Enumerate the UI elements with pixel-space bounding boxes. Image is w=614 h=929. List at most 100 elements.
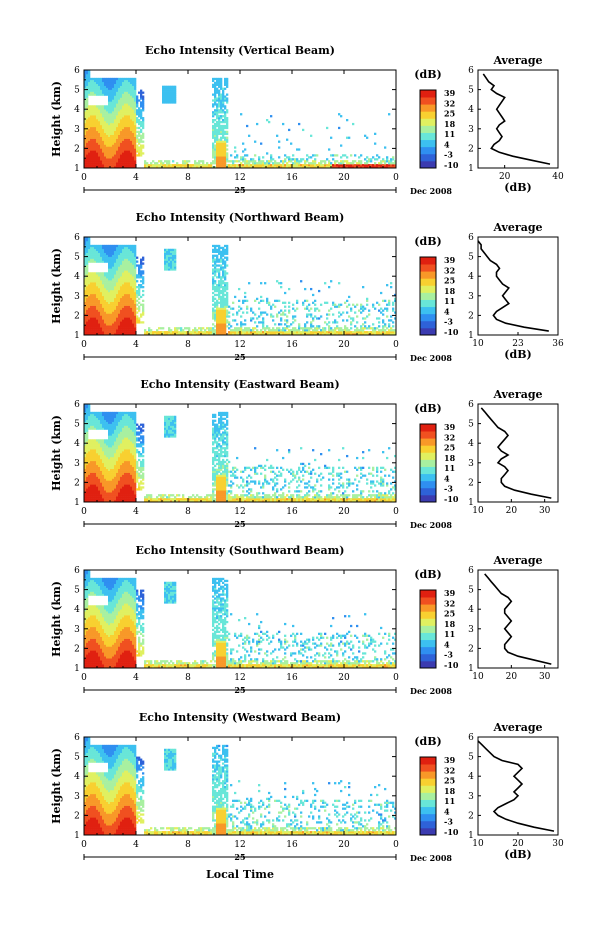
heatmap-cell [84, 134, 87, 137]
heatmap-cell [226, 291, 229, 295]
heatmap-cell [114, 325, 117, 328]
heatmap-cell [114, 329, 117, 332]
heatmap-cell [116, 329, 119, 332]
heatmap-cell [222, 297, 225, 301]
heatmap-cell [132, 309, 135, 312]
heatmap-cell [218, 162, 221, 165]
heatmap-cell [94, 307, 97, 310]
heatmap-cell [128, 83, 131, 86]
heatmap-cell [126, 148, 129, 151]
heatmap-cell [128, 113, 131, 116]
heatmap-cell [124, 274, 127, 277]
heatmap-cell [258, 164, 261, 167]
heatmap-cell [216, 329, 219, 332]
heatmap-cell [112, 276, 115, 279]
heatmap-cell [130, 321, 133, 324]
heatmap-cell [346, 164, 349, 167]
heatmap-cell [104, 258, 107, 261]
heatmap-cell [114, 266, 117, 269]
heatmap-cell [266, 160, 269, 163]
heatmap-cell [92, 482, 95, 485]
average-x-tick-label: 23 [512, 339, 524, 349]
heatmap-cell [98, 126, 101, 130]
heatmap-cell [100, 331, 103, 334]
heatmap-cell [218, 309, 221, 312]
heatmap-cell [84, 327, 87, 330]
heatmap-cell [134, 333, 137, 336]
heatmap-cell [218, 250, 221, 253]
colorbar-tick-label: 32 [444, 98, 455, 108]
heatmap-cell [104, 289, 107, 293]
heatmap-cell [106, 113, 109, 116]
heatmap-cell [228, 331, 231, 334]
heatmap-cell [84, 75, 87, 79]
heatmap-cell [164, 166, 167, 169]
heatmap-cell [270, 115, 273, 118]
heatmap-cell [84, 449, 87, 452]
heatmap-cell [220, 154, 223, 157]
heatmap-cell [354, 325, 357, 328]
heatmap-cell [122, 323, 125, 326]
heatmap-cell [216, 287, 219, 291]
heatmap-cell [226, 250, 229, 253]
heatmap-cell [236, 327, 239, 330]
heatmap-cell [130, 258, 133, 261]
heatmap-cell [98, 128, 101, 132]
heatmap-cell [216, 138, 219, 141]
heatmap-cell [124, 152, 127, 155]
heatmap-cell [170, 97, 173, 100]
heatmap-cell [128, 136, 131, 139]
heatmap-cell [392, 333, 395, 336]
heatmap-cell [142, 91, 145, 94]
heatmap-cell [220, 315, 223, 318]
heatmap-cell [124, 89, 127, 92]
heatmap-cell [106, 142, 109, 145]
heatmap-cell [92, 164, 95, 167]
heatmap-cell [94, 470, 97, 473]
heatmap-cell [84, 435, 87, 438]
heatmap-cell [92, 325, 95, 328]
heatmap-cell [96, 315, 99, 318]
heatmap-cell [128, 313, 131, 316]
heatmap-cell [216, 248, 219, 252]
heatmap-cell [124, 81, 127, 85]
heatmap-cell [130, 274, 133, 277]
heatmap-cell [84, 120, 87, 124]
heatmap-cell [280, 282, 283, 285]
heatmap-cell [372, 303, 375, 306]
heatmap-cell [92, 156, 95, 159]
heatmap-cell [126, 124, 129, 128]
heatmap-cell [118, 268, 121, 271]
heatmap-cell [392, 162, 395, 165]
average-frame [477, 236, 559, 336]
heatmap-cell [118, 132, 121, 135]
heatmap-cell [134, 115, 137, 118]
heatmap-cell [128, 274, 131, 277]
heatmap-cell [376, 333, 379, 336]
heatmap-cell [212, 111, 215, 114]
heatmap-cell [342, 166, 345, 169]
heatmap-cell [222, 160, 225, 163]
heatmap-cell [104, 154, 107, 157]
heatmap-cell [334, 333, 337, 336]
heatmap-cell [356, 162, 359, 165]
heatmap-cell [88, 142, 91, 145]
heatmap-cell [98, 124, 101, 128]
heatmap-cell [218, 109, 221, 112]
heatmap-cell [214, 83, 217, 86]
heatmap-cell [220, 95, 223, 98]
heatmap-cell [340, 156, 343, 159]
heatmap-cell [124, 120, 127, 124]
heatmap-cell [332, 321, 335, 324]
day-label: 25 [234, 352, 245, 362]
heatmap-cell [126, 264, 129, 267]
heatmap-cell [136, 105, 139, 108]
heatmap-cell [88, 280, 91, 283]
heatmap-cell [88, 152, 91, 155]
heatmap-cell [128, 101, 131, 104]
heatmap-cell [118, 162, 121, 165]
heatmap-cell [114, 299, 117, 302]
heatmap-cell [222, 166, 225, 169]
heatmap-cell [298, 162, 301, 165]
heatmap-cell [104, 272, 107, 275]
